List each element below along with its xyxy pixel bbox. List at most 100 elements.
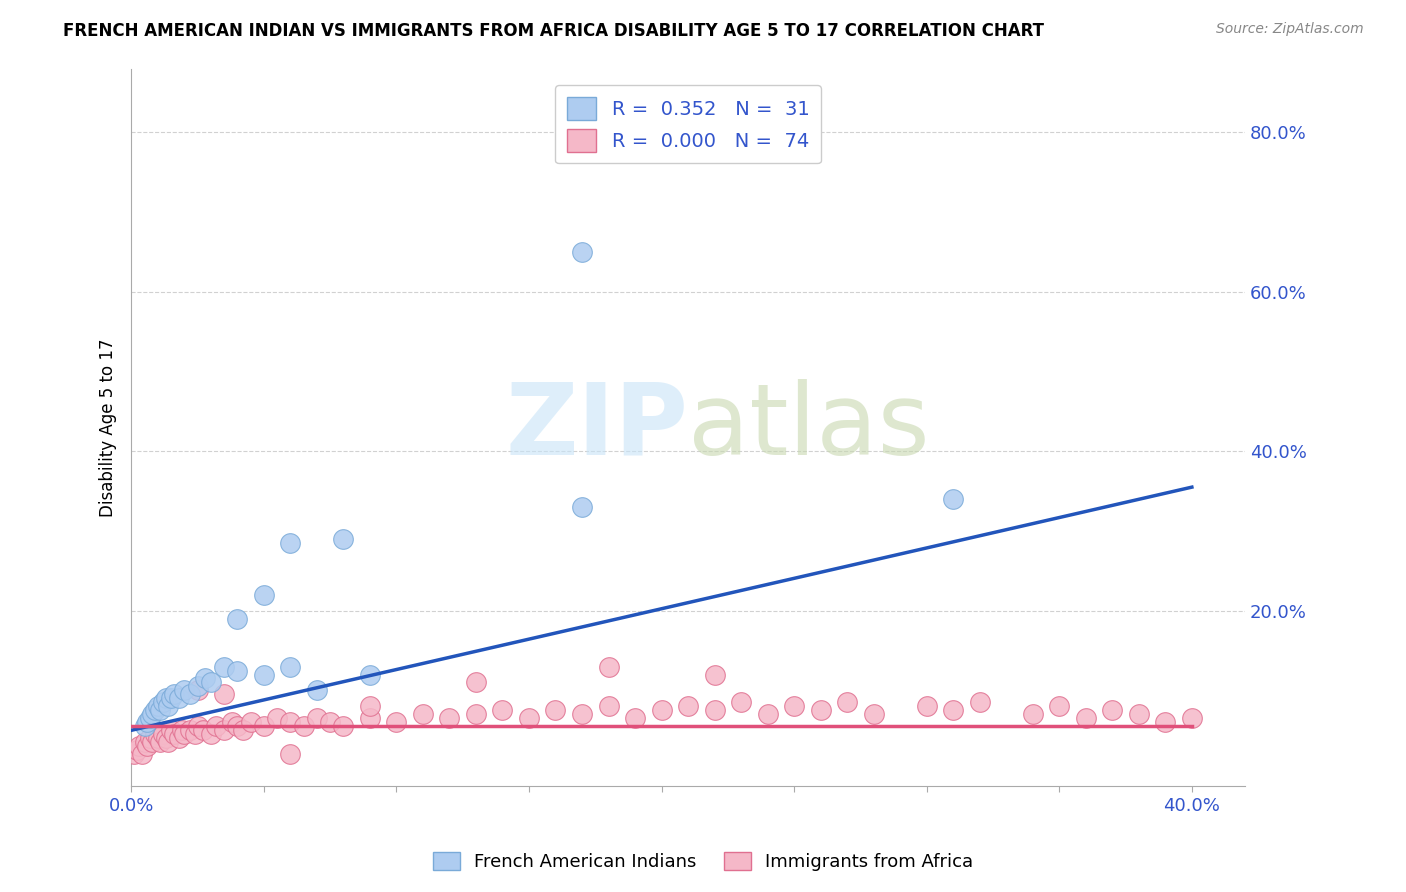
Point — [598, 659, 620, 673]
Point — [146, 731, 169, 746]
Point — [1154, 715, 1177, 730]
Text: Source: ZipAtlas.com: Source: ZipAtlas.com — [1216, 22, 1364, 37]
Point — [439, 711, 461, 725]
Point — [280, 659, 302, 673]
Point — [194, 672, 217, 686]
Point — [969, 695, 991, 709]
Point — [200, 675, 222, 690]
Point — [157, 699, 180, 714]
Point — [212, 688, 235, 702]
Point — [465, 707, 488, 722]
Point — [915, 699, 938, 714]
Point — [205, 719, 228, 733]
Point — [332, 532, 354, 546]
Point — [783, 699, 806, 714]
Point — [149, 735, 172, 749]
Point — [1128, 707, 1150, 722]
Point — [149, 703, 172, 717]
Point — [1181, 711, 1204, 725]
Point — [128, 739, 150, 754]
Point — [1047, 699, 1070, 714]
Point — [186, 683, 208, 698]
Point — [160, 723, 183, 738]
Point — [226, 612, 249, 626]
Point — [139, 731, 162, 746]
Point — [1101, 703, 1123, 717]
Point — [134, 735, 156, 749]
Point — [359, 699, 381, 714]
Point — [173, 683, 195, 698]
Point — [571, 244, 593, 259]
Point — [212, 659, 235, 673]
Point — [167, 691, 190, 706]
Point — [280, 715, 302, 730]
Point — [598, 699, 620, 714]
Point — [155, 691, 177, 706]
Point — [305, 711, 328, 725]
Point — [266, 711, 288, 725]
Point — [253, 588, 276, 602]
Point — [134, 719, 156, 733]
Point — [942, 492, 965, 507]
Point — [157, 735, 180, 749]
Point — [122, 747, 145, 762]
Point — [141, 735, 163, 749]
Legend: R =  0.352   N =  31, R =  0.000   N =  74: R = 0.352 N = 31, R = 0.000 N = 74 — [555, 86, 821, 163]
Point — [143, 703, 166, 717]
Point — [152, 695, 174, 709]
Point — [305, 683, 328, 698]
Point — [837, 695, 859, 709]
Point — [186, 719, 208, 733]
Point — [385, 715, 408, 730]
Point — [756, 707, 779, 722]
Point — [179, 723, 201, 738]
Point — [221, 715, 243, 730]
Point — [359, 711, 381, 725]
Point — [160, 691, 183, 706]
Point — [146, 699, 169, 714]
Point — [810, 703, 832, 717]
Point — [332, 719, 354, 733]
Point — [139, 711, 162, 725]
Point — [226, 664, 249, 678]
Point — [163, 688, 186, 702]
Point — [571, 500, 593, 514]
Point — [730, 695, 752, 709]
Point — [703, 667, 725, 681]
Point — [651, 703, 673, 717]
Point — [167, 731, 190, 746]
Point — [280, 747, 302, 762]
Point — [491, 703, 513, 717]
Point — [359, 667, 381, 681]
Point — [292, 719, 315, 733]
Text: FRENCH AMERICAN INDIAN VS IMMIGRANTS FROM AFRICA DISABILITY AGE 5 TO 17 CORRELAT: FRENCH AMERICAN INDIAN VS IMMIGRANTS FRO… — [63, 22, 1045, 40]
Point — [703, 703, 725, 717]
Point — [232, 723, 254, 738]
Point — [200, 727, 222, 741]
Point — [544, 703, 567, 717]
Point — [239, 715, 262, 730]
Point — [131, 747, 153, 762]
Point — [136, 739, 159, 754]
Text: ZIP: ZIP — [505, 379, 688, 475]
Point — [465, 675, 488, 690]
Point — [125, 743, 148, 757]
Point — [186, 680, 208, 694]
Point — [1022, 707, 1045, 722]
Point — [152, 727, 174, 741]
Point — [143, 727, 166, 741]
Point — [141, 707, 163, 722]
Point — [179, 688, 201, 702]
Point — [280, 536, 302, 550]
Point — [253, 667, 276, 681]
Point — [319, 715, 342, 730]
Point — [163, 727, 186, 741]
Point — [571, 707, 593, 722]
Point — [862, 707, 884, 722]
Point — [155, 731, 177, 746]
Point — [212, 723, 235, 738]
Point — [136, 715, 159, 730]
Point — [412, 707, 434, 722]
Point — [1074, 711, 1097, 725]
Point — [173, 727, 195, 741]
